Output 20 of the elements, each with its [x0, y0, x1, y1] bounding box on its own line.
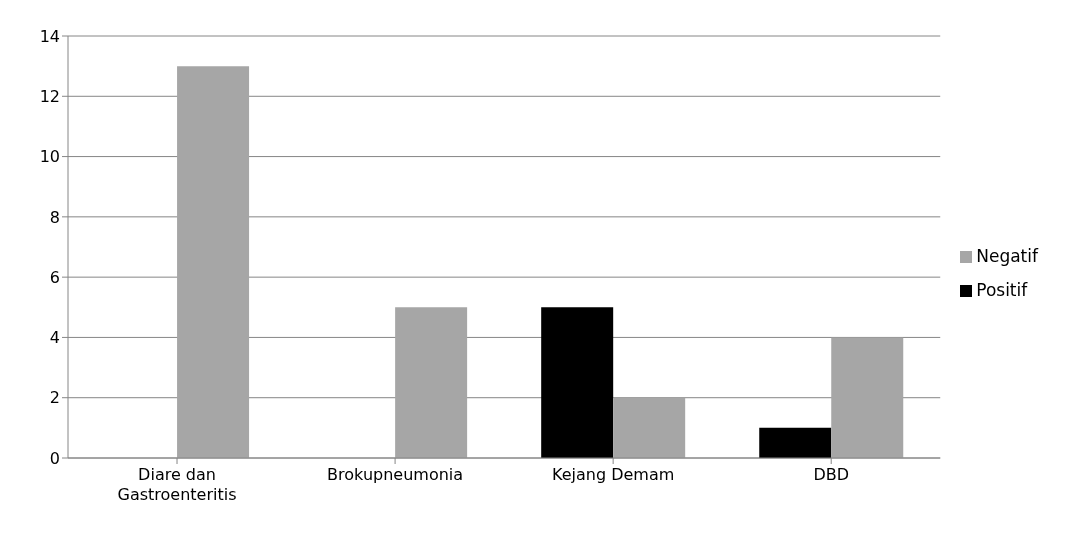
legend-label: Positif — [976, 280, 1028, 300]
y-tick-label: 10 — [39, 147, 60, 167]
bar — [613, 397, 686, 458]
x-tick-label: Diare dan Gastroenteritis — [117, 465, 237, 504]
bar — [177, 66, 250, 458]
y-tick-label: 4 — [49, 328, 60, 348]
y-tick-label: 6 — [49, 267, 60, 287]
x-tick-label: Kejang Demam — [551, 465, 675, 484]
bar — [541, 307, 614, 458]
y-tick-label: 2 — [49, 388, 60, 408]
x-tick-label: Brokupneumonia — [327, 465, 464, 484]
y-tick-label: 12 — [39, 86, 60, 106]
y-tick-label: 0 — [49, 448, 60, 468]
x-tick-label: DBD — [813, 465, 850, 484]
bar — [395, 307, 468, 458]
bar — [831, 337, 904, 458]
bar — [759, 427, 832, 458]
y-tick-label: 8 — [49, 207, 60, 227]
legend-label: Negatif — [976, 246, 1038, 266]
y-tick-label: 14 — [39, 26, 60, 46]
